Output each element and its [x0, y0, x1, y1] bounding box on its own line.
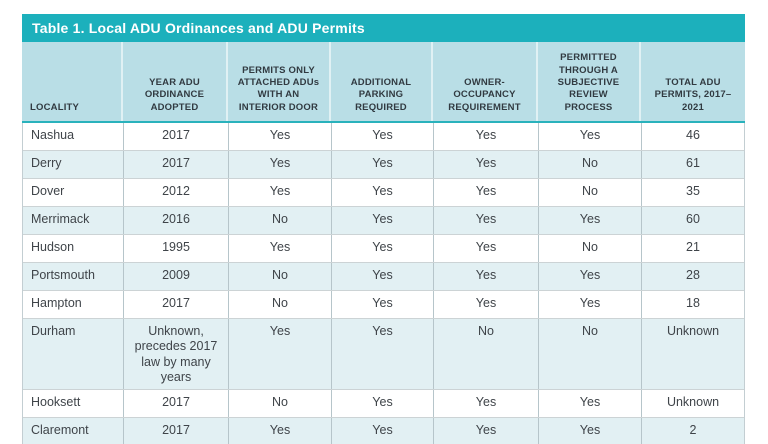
table-header-row: LOCALITY YEAR ADU ORDINANCE ADOPTED PERM… [22, 42, 745, 123]
cell-year: 2016 [124, 207, 229, 234]
cell-interior-door: Yes [229, 418, 332, 444]
cell-parking: Yes [332, 207, 434, 234]
column-header-year-adopted: YEAR ADU ORDINANCE ADOPTED [123, 42, 228, 121]
cell-parking: Yes [332, 263, 434, 290]
cell-total-permits: 21 [686, 240, 700, 254]
cell-total-permits: Unknown [666, 324, 720, 338]
table-row: Merrimack 2016 No Yes Yes Yes 60 [23, 207, 744, 235]
cell-total-permits: 46 [686, 128, 700, 142]
cell-year: 2009 [124, 263, 229, 290]
cell-subjective-review: Yes [539, 390, 642, 417]
cell-locality: Merrimack [23, 207, 124, 234]
cell-parking: Yes [332, 235, 434, 262]
cell-parking: Yes [332, 418, 434, 444]
cell-interior-door: No [229, 207, 332, 234]
cell-subjective-review: Yes [539, 207, 642, 234]
table-row: Durham Unknown, precedes 2017 law by many… [23, 319, 744, 390]
cell-interior-door: No [229, 263, 332, 290]
cell-parking: Yes [332, 291, 434, 318]
cell-total-permits: 60 [686, 212, 700, 226]
cell-owner-occupancy: Yes [434, 390, 539, 417]
cell-year: 2017 [124, 418, 229, 444]
cell-parking: Yes [332, 390, 434, 417]
cell-owner-occupancy: Yes [434, 207, 539, 234]
column-header-subjective-review: PERMITTED THROUGH A SUBJECTIVE REVIEW PR… [538, 42, 641, 121]
cell-locality: Dover [23, 179, 124, 206]
cell-year: 1995 [124, 235, 229, 262]
cell-subjective-review: Yes [539, 263, 642, 290]
table-row: Hooksett 2017 No Yes Yes Yes Unknown [23, 390, 744, 418]
column-header-total-permits: TOTAL ADU PERMITS, 2017–2021 [654, 76, 732, 113]
cell-locality: Hooksett [23, 390, 124, 417]
table-title-bar: Table 1. Local ADU Ordinances and ADU Pe… [22, 14, 745, 42]
cell-total-permits: 28 [686, 268, 700, 282]
cell-interior-door: Yes [229, 179, 332, 206]
cell-parking: Yes [332, 123, 434, 150]
cell-parking: Yes [332, 151, 434, 178]
cell-subjective-review: Yes [539, 418, 642, 444]
cell-total-permits: 61 [686, 156, 700, 170]
cell-subjective-review: No [539, 179, 642, 206]
cell-total-permits: 35 [686, 184, 700, 198]
cell-locality: Derry [23, 151, 124, 178]
cell-year: 2017 [124, 291, 229, 318]
cell-owner-occupancy: Yes [434, 235, 539, 262]
cell-interior-door: Yes [229, 319, 332, 389]
cell-locality: Hampton [23, 291, 124, 318]
cell-owner-occupancy: Yes [434, 151, 539, 178]
cell-owner-occupancy: Yes [434, 179, 539, 206]
table-row: Claremont 2017 Yes Yes Yes Yes 2 [23, 418, 744, 444]
cell-year: 2017 [124, 151, 229, 178]
table-row: Hudson 1995 Yes Yes Yes No 21 [23, 235, 744, 263]
cell-locality: Hudson [23, 235, 124, 262]
table-row: Dover 2012 Yes Yes Yes No 35 [23, 179, 744, 207]
cell-interior-door: Yes [229, 151, 332, 178]
cell-owner-occupancy: Yes [434, 418, 539, 444]
cell-locality: Nashua [23, 123, 124, 150]
column-header-locality: LOCALITY [22, 42, 123, 121]
cell-total-permits: 18 [686, 296, 700, 310]
table-row: Portsmouth 2009 No Yes Yes Yes 28 [23, 263, 744, 291]
cell-interior-door: No [229, 291, 332, 318]
cell-total-permits: Unknown [666, 395, 720, 409]
cell-total-permits: 2 [689, 423, 697, 437]
cell-owner-occupancy: Yes [434, 263, 539, 290]
cell-subjective-review: No [539, 319, 642, 389]
cell-locality: Durham [23, 319, 124, 389]
cell-year: Unknown, precedes 2017 law by many years [124, 319, 229, 389]
column-header-interior-door: PERMITS ONLY ATTACHED ADUs WITH AN INTER… [228, 42, 331, 121]
cell-parking: Yes [332, 179, 434, 206]
table-row: Derry 2017 Yes Yes Yes No 61 [23, 151, 744, 179]
cell-interior-door: Yes [229, 123, 332, 150]
cell-owner-occupancy: Yes [434, 291, 539, 318]
cell-parking: Yes [332, 319, 434, 389]
table-row: Nashua 2017 Yes Yes Yes Yes 46 [23, 123, 744, 151]
cell-year: 2012 [124, 179, 229, 206]
cell-owner-occupancy: No [434, 319, 539, 389]
cell-locality: Portsmouth [23, 263, 124, 290]
cell-subjective-review: No [539, 151, 642, 178]
table-row: Hampton 2017 No Yes Yes Yes 18 [23, 291, 744, 319]
table-body: Nashua 2017 Yes Yes Yes Yes 46 Derry 2017 Yes Yes Y… [22, 123, 745, 444]
cell-year: 2017 [124, 123, 229, 150]
cell-owner-occupancy: Yes [434, 123, 539, 150]
cell-year: 2017 [124, 390, 229, 417]
column-header-parking: ADDITIONAL PARKING REQUIRED [331, 42, 433, 121]
column-header-owner-occupancy: OWNER-OCCUPANCY REQUIREMENT [433, 42, 538, 121]
cell-subjective-review: No [539, 235, 642, 262]
cell-interior-door: Yes [229, 235, 332, 262]
adu-table: Table 1. Local ADU Ordinances and ADU Pe… [22, 14, 745, 444]
cell-locality: Claremont [23, 418, 124, 444]
cell-subjective-review: Yes [539, 123, 642, 150]
cell-interior-door: No [229, 390, 332, 417]
cell-subjective-review: Yes [539, 291, 642, 318]
